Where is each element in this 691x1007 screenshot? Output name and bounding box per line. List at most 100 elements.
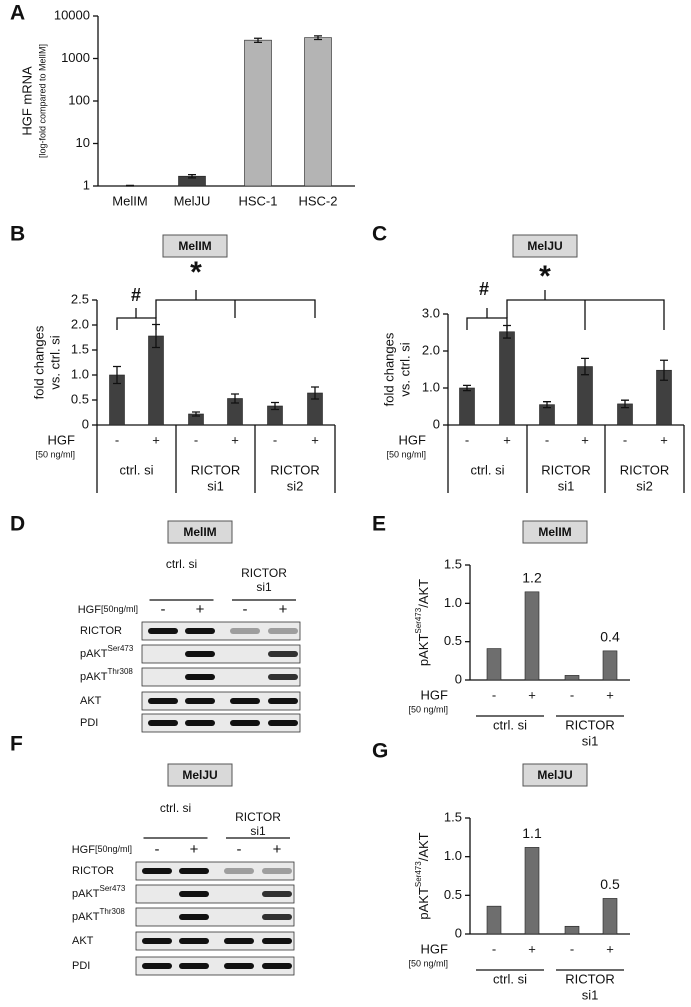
x-axis-label: HGF: [48, 432, 76, 447]
row-label-sup: Ser473: [108, 644, 134, 653]
blot-strip: [141, 691, 301, 711]
group-label: si1: [250, 824, 266, 838]
error-bar: [543, 401, 551, 409]
group-label: si1: [256, 580, 272, 594]
y-tick-label: 1.0: [71, 366, 89, 381]
treatment-sign: -: [570, 687, 574, 702]
band: [262, 963, 292, 969]
y-label-rest: /AKT: [416, 832, 431, 861]
y-tick-label: 1.0: [444, 595, 462, 610]
lane-sign: +: [273, 841, 282, 858]
lane-sign: -: [155, 841, 160, 858]
y-tick-label: 1.0: [444, 848, 462, 863]
row-label-main: pAKT: [80, 671, 108, 683]
group-label: si1: [207, 478, 224, 493]
y-tick-label: 0.5: [444, 887, 462, 902]
band: [179, 938, 209, 944]
y-axis-label: fold changes: [31, 325, 46, 399]
value-label: 0.4: [600, 629, 620, 645]
lane-sign: +: [279, 601, 288, 618]
error-bar: [192, 411, 200, 417]
error-bar: [581, 357, 589, 376]
bar: [524, 591, 540, 681]
lane-sign: -: [161, 601, 166, 618]
panel-label: C: [372, 223, 387, 246]
treatment-sublabel: [50ng/ml]: [95, 844, 132, 854]
band: [179, 868, 209, 874]
band: [268, 651, 298, 657]
y-tick-label: 0: [433, 416, 440, 431]
treatment-sign: -: [273, 432, 277, 447]
band: [268, 674, 298, 680]
y-tick-label: 100: [68, 92, 90, 107]
row-label: PDI: [80, 717, 98, 729]
bar: [244, 39, 272, 187]
y-tick-label: 1.5: [444, 556, 462, 571]
x-axis-sublabel: [50 ng/ml]: [408, 958, 448, 968]
title-box: [512, 234, 578, 258]
band: [185, 674, 215, 680]
group-label: RICTOR: [565, 717, 615, 732]
treatment-sign: +: [528, 941, 536, 956]
y-tick-label: 0: [455, 925, 462, 940]
treatment-sign: -: [570, 941, 574, 956]
y-tick-label: 1: [83, 177, 90, 192]
blot-strip: [135, 931, 295, 951]
y-label-sup: Ser473: [414, 607, 423, 633]
error-bar: [231, 393, 239, 404]
group-label: si1: [558, 478, 575, 493]
band: [262, 891, 292, 897]
y-tick-label: 10: [76, 135, 90, 150]
value-label: 0.5: [600, 876, 620, 892]
panel-label: D: [10, 513, 25, 536]
panel-label: A: [10, 2, 25, 25]
title: MelJU: [537, 768, 572, 782]
error-bar: [621, 399, 629, 409]
blot-strip: [141, 667, 301, 687]
x-tick-label: HSC-2: [298, 193, 337, 208]
group-label: ctrl. si: [493, 971, 527, 986]
band: [179, 891, 209, 897]
treatment-sublabel: [50ng/ml]: [101, 604, 138, 614]
group-label: RICTOR: [620, 462, 670, 477]
bar: [499, 331, 515, 426]
annotation: *: [190, 256, 202, 289]
lane-sign: -: [243, 601, 248, 618]
row-label-main: RICTOR: [72, 865, 114, 877]
y-tick-label: 0: [82, 416, 89, 431]
row-label-sup: Thr308: [108, 667, 134, 676]
annotation: #: [131, 285, 141, 305]
group-label: ctrl. si: [493, 717, 527, 732]
lane-sign: +: [190, 841, 199, 858]
annotation: *: [539, 260, 551, 293]
band: [230, 720, 260, 726]
band: [185, 628, 215, 634]
y-label-main: pAKT: [416, 887, 431, 920]
row-label: RICTOR: [72, 865, 114, 877]
bar: [564, 925, 580, 935]
y-axis-label: HGF mRNA: [19, 66, 34, 136]
row-label: pAKTSer473: [72, 884, 126, 900]
blot-strip: [141, 621, 301, 641]
treatment-label: HGF[50ng/ml]: [72, 844, 132, 856]
error-bar: [660, 359, 668, 381]
y-tick-label: 1000: [61, 50, 90, 65]
group-label: si1: [582, 733, 599, 748]
error-bar: [254, 37, 262, 43]
bar: [486, 905, 502, 935]
y-tick-label: 10000: [54, 7, 90, 22]
title: MelIM: [538, 525, 571, 539]
band: [262, 938, 292, 944]
bar: [564, 675, 580, 681]
group-label: RICTOR: [241, 566, 287, 580]
y-tick-label: 2.0: [71, 316, 89, 331]
row-label: PDI: [72, 960, 90, 972]
treatment-sign: -: [545, 432, 549, 447]
x-axis-sublabel: [50 ng/ml]: [386, 449, 426, 459]
band: [142, 963, 172, 969]
group-label: RICTOR: [270, 462, 320, 477]
y-tick-label: 1.0: [422, 379, 440, 394]
row-label: pAKTThr308: [80, 667, 133, 683]
row-label-main: RICTOR: [80, 625, 122, 637]
